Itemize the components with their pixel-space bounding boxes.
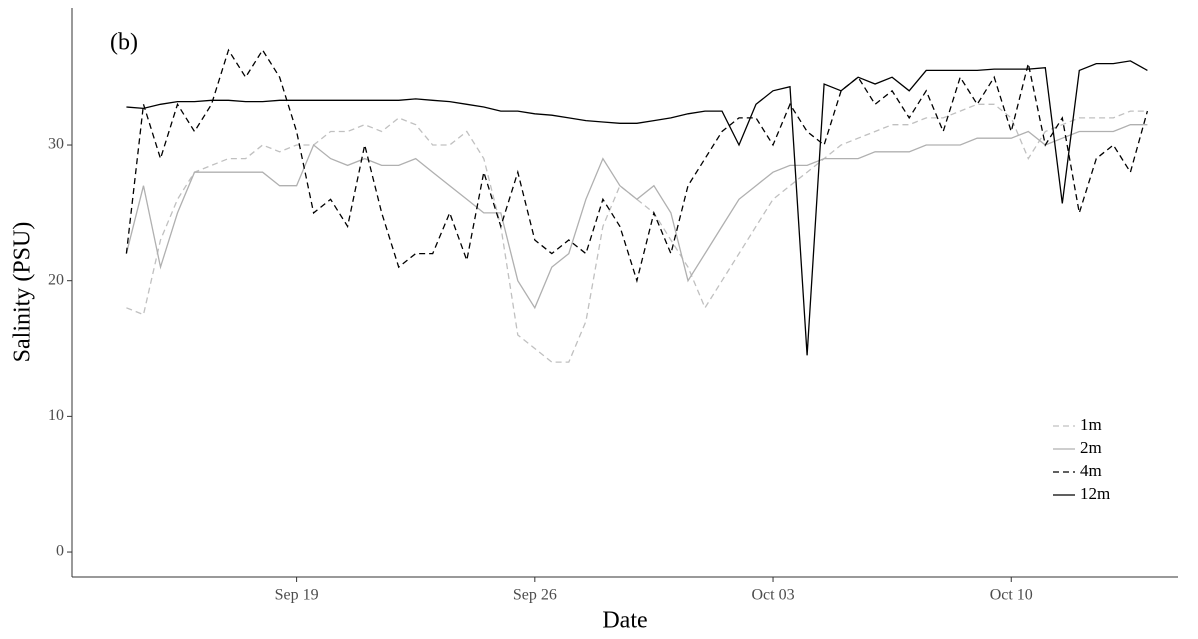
legend-label: 2m [1080, 438, 1102, 457]
x-axis-title: Date [602, 608, 647, 634]
x-tick-label: Oct 03 [751, 587, 794, 604]
series-line [126, 60, 1148, 356]
panel-label: (b) [110, 30, 138, 56]
y-tick-label: 10 [48, 407, 64, 424]
series-line [125, 124, 1148, 310]
y-tick-label: 0 [56, 543, 64, 560]
x-tick-label: Sep 26 [513, 587, 557, 604]
legend-label: 1m [1080, 415, 1102, 434]
series-line [125, 48, 1149, 284]
x-tick-label: Oct 10 [990, 587, 1033, 604]
x-tick-label: Sep 19 [275, 587, 319, 604]
series-line [126, 103, 1148, 363]
y-axis-title: Salinity (PSU) [10, 222, 36, 363]
y-tick-label: 30 [48, 136, 64, 153]
legend-label: 4m [1080, 461, 1102, 480]
y-tick-label: 20 [48, 271, 64, 288]
legend-label: 12m [1080, 484, 1110, 503]
